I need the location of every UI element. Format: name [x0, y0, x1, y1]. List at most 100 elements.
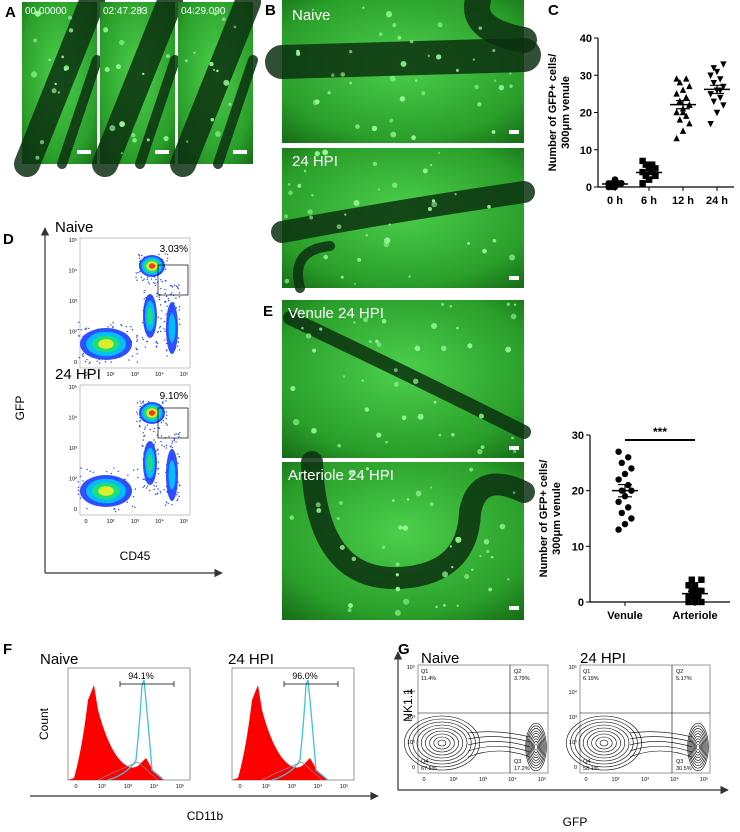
- event: [131, 328, 134, 331]
- cell: [464, 573, 470, 579]
- y-tick-label: 20: [580, 108, 592, 120]
- cell: [491, 130, 496, 134]
- contour: [629, 731, 693, 738]
- cell: [474, 84, 479, 90]
- x-tick-label: 10²: [107, 519, 115, 525]
- contour: [420, 727, 464, 759]
- y-tick-label: 40: [580, 33, 592, 45]
- event: [143, 291, 145, 294]
- event: [146, 278, 148, 281]
- point: [707, 120, 714, 128]
- contour: [687, 722, 709, 772]
- point: [615, 498, 622, 505]
- plot-title: Naive: [55, 219, 93, 236]
- event: [158, 296, 161, 298]
- y-tick-label: 10²: [69, 330, 77, 336]
- cell: [48, 58, 51, 62]
- cell: [492, 238, 497, 243]
- contour: [437, 739, 447, 747]
- axis-label: CD45: [120, 549, 151, 563]
- panel-label: F: [3, 641, 12, 658]
- x-tick-label: 10⁵: [180, 371, 188, 378]
- contour: [582, 727, 626, 759]
- density: [147, 307, 153, 325]
- event: [110, 361, 112, 363]
- cell: [421, 91, 426, 96]
- cell: [411, 135, 416, 141]
- cell: [402, 525, 409, 531]
- contour: [412, 721, 472, 765]
- event: [153, 282, 155, 284]
- cell: [499, 523, 506, 530]
- cell: [309, 215, 313, 220]
- cell: [417, 413, 424, 420]
- event: [157, 461, 159, 464]
- event: [178, 436, 180, 438]
- error-bar: [608, 182, 622, 186]
- cell: [353, 282, 356, 285]
- y-tick-label: 10³: [69, 446, 77, 452]
- event: [164, 288, 166, 291]
- cell: [479, 555, 482, 558]
- point: [691, 598, 699, 606]
- event: [160, 421, 163, 424]
- event: [141, 254, 143, 257]
- event: [79, 475, 82, 478]
- y-tick-label: 0: [586, 182, 592, 194]
- contour: [527, 728, 545, 766]
- point: [707, 72, 714, 79]
- event: [136, 348, 138, 350]
- event: [139, 270, 141, 273]
- cell: [132, 138, 137, 143]
- cell: [209, 61, 214, 67]
- event: [117, 508, 120, 511]
- contour: [533, 741, 539, 753]
- cell: [488, 587, 492, 592]
- x-tick-label: 0: [84, 372, 87, 378]
- x-tick-label: 6 h: [641, 195, 657, 207]
- vessel: [14, 0, 105, 177]
- cell: [505, 346, 512, 353]
- point: [679, 108, 687, 116]
- cell: [336, 224, 342, 229]
- event: [165, 411, 167, 413]
- event: [176, 494, 178, 496]
- point: [683, 93, 690, 101]
- event: [136, 340, 138, 343]
- x-tick-label: 10⁴: [670, 776, 679, 783]
- event: [136, 413, 139, 415]
- point: [691, 582, 699, 589]
- gate-percent: 9.10%: [160, 391, 188, 402]
- cell: [415, 490, 422, 497]
- cell: [512, 491, 516, 494]
- density: [168, 313, 176, 343]
- vessel: [57, 55, 102, 169]
- scale-bar: [77, 150, 91, 154]
- image-caption: 24 HPI: [292, 153, 338, 170]
- event: [143, 278, 145, 280]
- error-bar: [710, 84, 724, 95]
- event: [175, 297, 177, 299]
- contour: [578, 724, 630, 762]
- cell: [289, 515, 295, 520]
- event: [148, 283, 150, 285]
- x-tick-label: 10²: [450, 777, 458, 783]
- contour: [693, 738, 702, 756]
- contour: [629, 745, 693, 753]
- point: [685, 582, 692, 589]
- x-tick-label: Venule: [607, 610, 642, 622]
- point: [642, 161, 649, 168]
- event: [140, 276, 143, 278]
- event: [178, 495, 181, 498]
- cell: [451, 565, 454, 569]
- quadrant-percent: 17.2%: [514, 766, 530, 772]
- cell: [389, 75, 396, 82]
- event: [157, 449, 159, 452]
- vessel: [135, 55, 180, 169]
- cell: [435, 54, 442, 60]
- axis-label: Number of GFP+ cells/: [538, 460, 550, 578]
- event: [135, 272, 137, 274]
- cell: [431, 201, 438, 208]
- gate: [157, 264, 189, 296]
- event: [154, 282, 156, 284]
